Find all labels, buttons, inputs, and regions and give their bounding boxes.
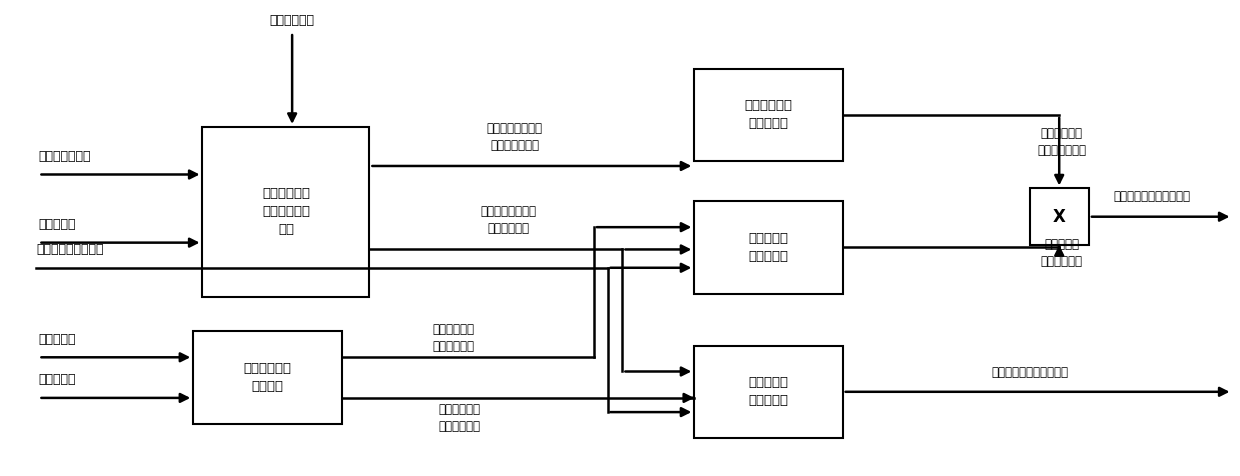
Text: 混合气自适应
工况判断: 混合气自适应 工况判断 xyxy=(243,362,291,393)
Text: 混合气乘法自适应控制量: 混合气乘法自适应控制量 xyxy=(1114,189,1190,202)
Text: 混合气自适应
控制使能条件
判断: 混合气自适应 控制使能条件 判断 xyxy=(262,188,310,237)
Bar xyxy=(694,201,843,294)
Text: 混合气加法自适应控制量: 混合气加法自适应控制量 xyxy=(991,366,1068,378)
Text: 碳罐清空状态: 碳罐清空状态 xyxy=(269,14,315,27)
Text: 混合气乘法
自适应积分値: 混合气乘法 自适应积分値 xyxy=(1040,238,1083,268)
Text: 混合气乘法
自适应控制: 混合气乘法 自适应控制 xyxy=(749,232,789,263)
Bar xyxy=(694,69,843,161)
Text: 各部件故障状态: 各部件故障状态 xyxy=(38,150,91,163)
Text: 混合气乘法自
适应工况条件: 混合气乘法自 适应工况条件 xyxy=(432,323,474,353)
Bar xyxy=(1029,188,1089,245)
Text: 发动机负荷: 发动机负荷 xyxy=(38,373,76,387)
Bar xyxy=(202,127,370,297)
Text: X: X xyxy=(1053,208,1065,226)
Text: 混合气加法
自适应控制: 混合气加法 自适应控制 xyxy=(749,377,789,407)
Text: 低水温混合气自适
应控制使能条件: 低水温混合气自适 应控制使能条件 xyxy=(487,122,543,152)
Text: 发动机水温: 发动机水温 xyxy=(38,218,76,231)
Bar xyxy=(193,331,342,424)
Text: 低水温混合气
自适应修正因子: 低水温混合气 自适应修正因子 xyxy=(1037,127,1086,157)
Text: 空燃比闭环控制状态: 空燃比闭环控制状态 xyxy=(36,243,103,256)
Text: 正常水温混合气自
适应控制条件: 正常水温混合气自 适应控制条件 xyxy=(481,205,537,235)
Text: 发动机转速: 发动机转速 xyxy=(38,333,76,346)
Text: 低水温混合气
自适应控制: 低水温混合气 自适应控制 xyxy=(744,99,792,130)
Text: 混合气加法自
适应工况条件: 混合气加法自 适应工况条件 xyxy=(438,403,480,433)
Bar xyxy=(694,346,843,438)
